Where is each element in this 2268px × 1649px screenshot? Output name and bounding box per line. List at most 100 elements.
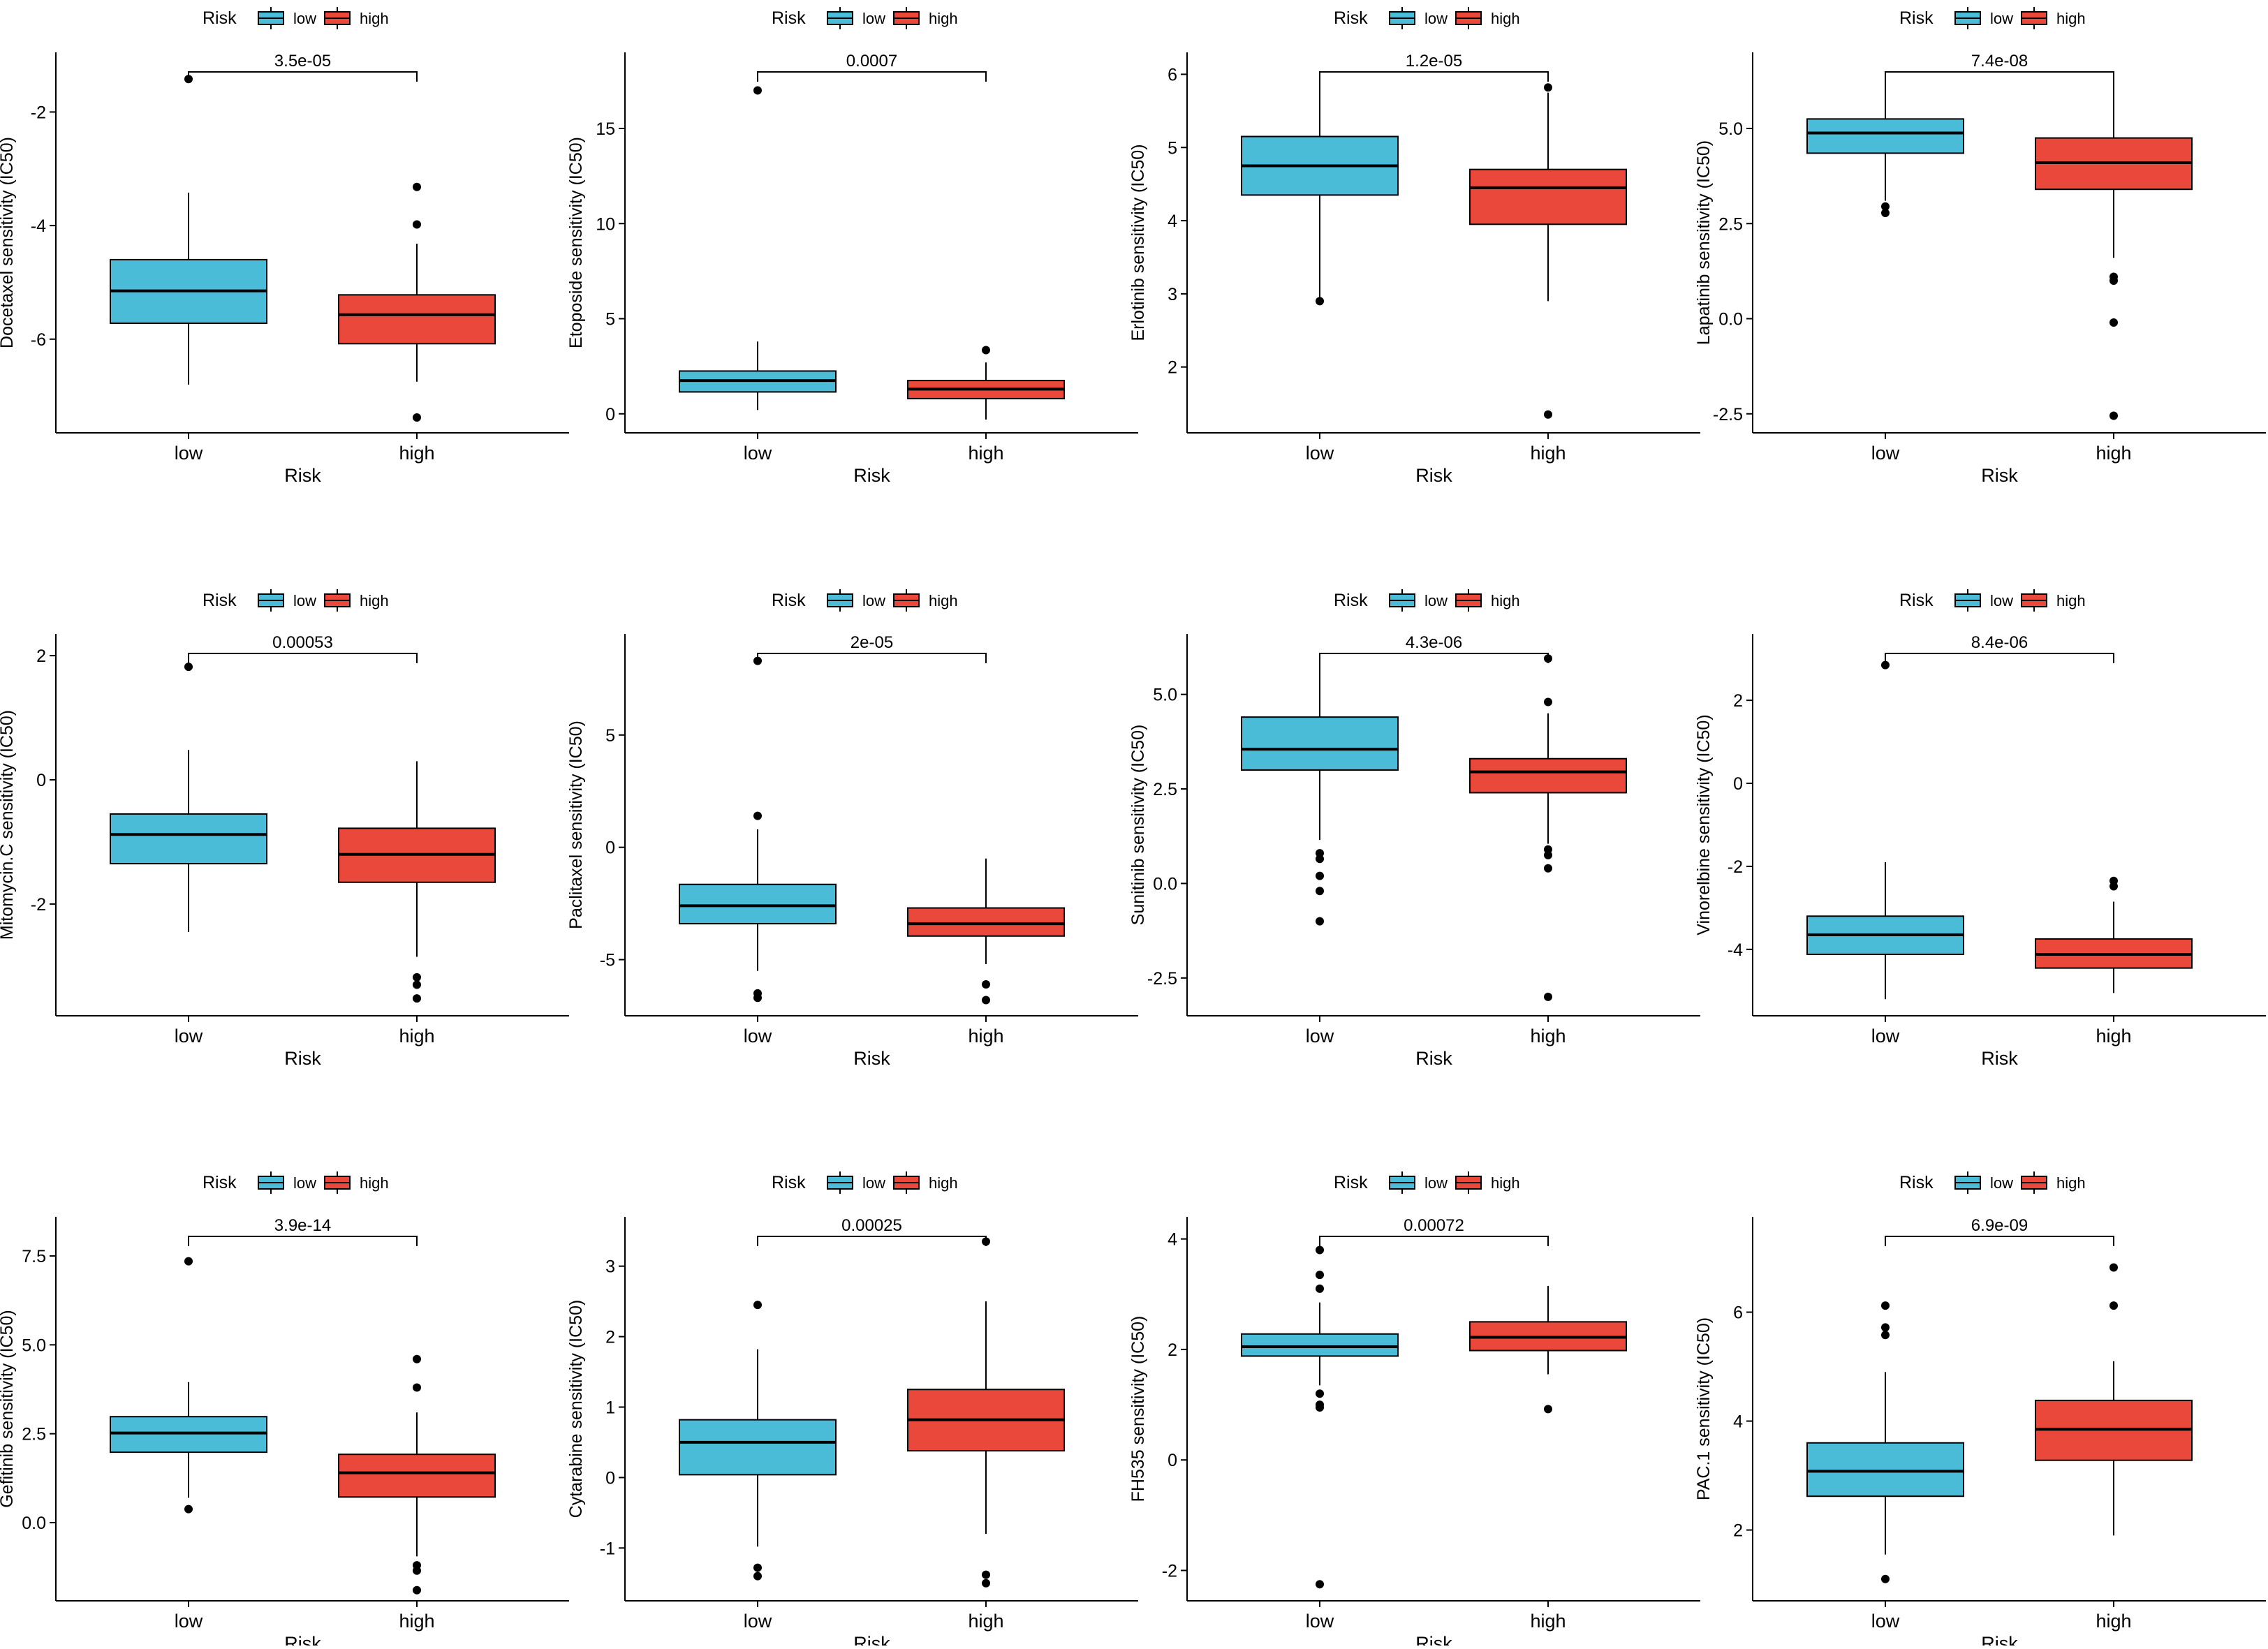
outlier-point: [1316, 1245, 1324, 1255]
y-tick-label: 0.0: [1153, 874, 1177, 894]
legend-label-high: high: [1491, 1174, 1520, 1192]
pvalue-label: 2e-05: [850, 633, 893, 652]
box-iqr: [338, 294, 496, 345]
legend-label-low: low: [862, 592, 885, 609]
legend-title: Risk: [1899, 1173, 1934, 1192]
legend-label-high: high: [360, 1174, 389, 1192]
y-tick-label: 5: [605, 726, 615, 746]
pvalue-label: 0.0007: [846, 52, 897, 71]
y-tick-label: 5.0: [1718, 119, 1743, 139]
y-tick-label: 0.0: [1718, 310, 1743, 330]
outlier-point: [2109, 318, 2118, 327]
outlier-point: [982, 979, 990, 989]
y-tick-label: 0: [36, 771, 46, 790]
box-iqr: [679, 1419, 837, 1476]
panel-12: Risk low high 6 4 2 PAC.1 sensitivity (IC50) lo…: [1694, 1171, 2266, 1649]
legend-title: Risk: [202, 591, 237, 610]
outlier-point: [1544, 864, 1552, 873]
bracket-line: [188, 1236, 418, 1246]
legend-label-high: high: [929, 1174, 958, 1192]
box-iqr: [679, 883, 837, 925]
outlier-point: [753, 1563, 762, 1572]
pvalue-bracket: 3.9e-14: [188, 1216, 418, 1246]
legend-title: Risk: [1334, 591, 1368, 610]
legend-title: Risk: [202, 1173, 237, 1192]
box-high: [907, 858, 1065, 1005]
outlier-point: [2109, 1263, 2118, 1272]
pvalue-label: 3.9e-14: [274, 1216, 331, 1235]
outlier-point: [2109, 882, 2118, 891]
pvalue-bracket: 0.0007: [757, 52, 987, 82]
outlier-point: [753, 1572, 762, 1581]
y-tick-label: 15: [596, 119, 615, 139]
legend-label-high: high: [1491, 592, 1520, 609]
legend-key-low: [827, 7, 853, 29]
legend-title: Risk: [1334, 8, 1368, 28]
box-low: [1241, 1245, 1399, 1589]
outlier-point: [413, 413, 421, 422]
legend-label-high: high: [360, 592, 389, 609]
legend: Risk low high: [202, 1171, 389, 1194]
box-high: [2035, 1263, 2193, 1536]
legend-label-high: high: [1491, 10, 1520, 27]
box-low: [1806, 73, 1964, 217]
y-tick-label: -2: [1728, 857, 1743, 877]
y-tick-label: 6: [1733, 1303, 1743, 1323]
legend: Risk low high: [202, 7, 389, 29]
legend-key-low: [1954, 1171, 1981, 1194]
outlier-point: [184, 663, 193, 672]
legend-key-low: [1389, 1171, 1415, 1194]
panel-6: Risk low high 5 0 -5 Paclitaxel sensitivity (I…: [566, 589, 1138, 1069]
panel-11: Risk low high 4 2 0 -2 FH535 sensitivity (IC50)…: [1128, 1171, 1700, 1649]
x-axis-label: Risk: [1415, 1048, 1452, 1069]
x-axis-label: Risk: [853, 465, 890, 486]
y-tick-label: 0: [1733, 774, 1743, 794]
box-high: [2035, 876, 2193, 993]
x-tick-label-high: high: [2096, 1611, 2131, 1632]
y-tick-label: 0.0: [22, 1514, 46, 1533]
outlier-point: [1544, 1405, 1552, 1414]
box-high: [338, 1354, 496, 1595]
bracket-line: [1885, 653, 2114, 663]
box-high: [2035, 73, 2193, 420]
x-tick-label-low: low: [1871, 1611, 1900, 1632]
y-tick-label: 0: [1168, 1451, 1177, 1470]
pvalue-bracket: 6.9e-09: [1885, 1216, 2114, 1246]
legend-label-high: high: [929, 592, 958, 609]
outlier-point: [1881, 1301, 1890, 1310]
bracket-line: [1319, 71, 1549, 82]
pvalue-bracket: 0.00072: [1319, 1216, 1549, 1246]
y-axis-label: Sunitinib sensitivity (IC50): [1128, 725, 1148, 926]
pvalue-label: 6.9e-09: [1971, 1216, 2028, 1235]
y-tick-label: 10: [596, 214, 615, 234]
legend-key-low: [258, 589, 284, 612]
panel-5: Risk low high 2 0 -2 Mitomycin.C sensitivity (…: [0, 589, 569, 1069]
x-axis-label: Risk: [1415, 465, 1452, 486]
x-tick-label-low: low: [1306, 1611, 1334, 1632]
outlier-point: [2109, 411, 2118, 420]
x-tick-label-high: high: [2096, 1026, 2131, 1047]
outlier-point: [1316, 1271, 1324, 1280]
legend-key-low: [827, 589, 853, 612]
outlier-point: [1881, 208, 1890, 217]
outlier-point: [1544, 697, 1552, 707]
y-tick-label: 2: [36, 646, 46, 666]
x-tick-label-high: high: [968, 1611, 1003, 1632]
outlier-point: [1316, 917, 1324, 926]
legend-label-high: high: [2056, 1174, 2086, 1192]
box-iqr: [1806, 1442, 1964, 1498]
legend-key-low: [827, 1171, 853, 1194]
y-axis-label: PAC.1 sensitivity (IC50): [1694, 1317, 1714, 1500]
outlier-point: [1881, 202, 1890, 211]
legend-label-high: high: [2056, 10, 2086, 27]
legend-label-low: low: [1990, 1174, 2013, 1192]
legend: Risk low high: [1899, 589, 2086, 612]
pvalue-label: 0.00072: [1404, 1216, 1464, 1235]
box-high: [1469, 83, 1627, 419]
box-high: [338, 182, 496, 422]
legend-label-low: low: [293, 592, 316, 609]
outlier-point: [982, 346, 990, 355]
box-iqr: [338, 1454, 496, 1498]
legend-key-high: [324, 7, 351, 29]
